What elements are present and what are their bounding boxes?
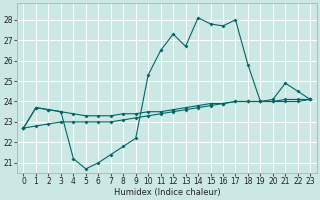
X-axis label: Humidex (Indice chaleur): Humidex (Indice chaleur) <box>114 188 220 197</box>
